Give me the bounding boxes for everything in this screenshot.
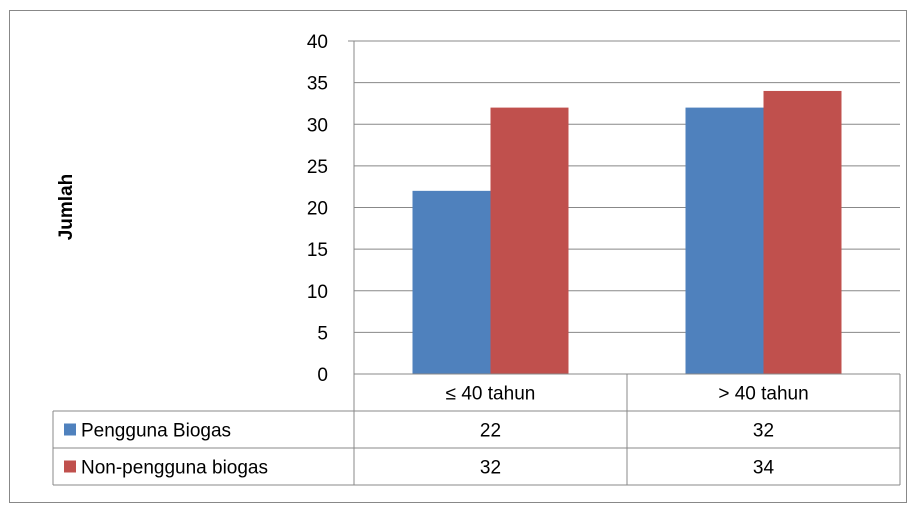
table-value: 34 (753, 458, 775, 479)
y-tick-label: 0 (317, 365, 328, 386)
legend-label-0: Pengguna Biogas (81, 421, 231, 442)
bar-series-0-cat-0 (412, 190, 491, 374)
category-label: > 40 tahun (718, 384, 808, 405)
table-value: 22 (480, 421, 501, 442)
y-tick-label: 10 (307, 282, 328, 303)
bar-series-1-cat-1 (763, 90, 842, 374)
y-tick-label: 30 (307, 115, 328, 136)
legend-swatch-0 (64, 423, 76, 436)
y-tick-label: 35 (307, 74, 328, 95)
table-value: 32 (753, 421, 774, 442)
legend-label-1: Non-pengguna biogas (81, 458, 268, 479)
table-value: 32 (480, 458, 501, 479)
bar-series-0-cat-1 (685, 107, 764, 374)
y-tick-label: 20 (307, 199, 328, 220)
category-label: ≤ 40 tahun (446, 384, 536, 405)
y-tick-label: 15 (307, 240, 328, 261)
y-axis-label: Jumlah (56, 174, 77, 241)
y-tick-label: 5 (317, 323, 328, 344)
y-tick-label: 25 (307, 157, 328, 178)
legend-swatch-1 (64, 460, 76, 473)
bar-series-1-cat-0 (490, 107, 569, 374)
y-tick-label: 40 (307, 32, 328, 53)
